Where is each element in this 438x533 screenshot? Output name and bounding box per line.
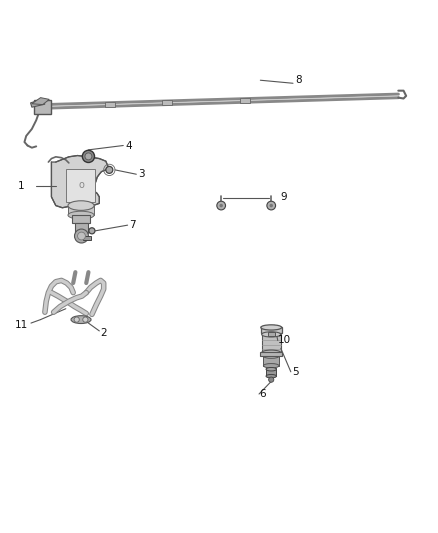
Ellipse shape: [71, 316, 91, 324]
Circle shape: [268, 377, 274, 382]
Polygon shape: [51, 156, 108, 208]
Circle shape: [78, 232, 85, 240]
Bar: [260, 352, 282, 356]
Polygon shape: [72, 215, 90, 223]
Ellipse shape: [266, 375, 276, 378]
Bar: [66, 169, 95, 202]
Text: 11: 11: [14, 320, 28, 330]
Ellipse shape: [261, 350, 281, 356]
Bar: [34, 100, 50, 114]
Circle shape: [217, 201, 226, 210]
Ellipse shape: [68, 201, 94, 211]
Text: 10: 10: [278, 335, 291, 345]
Circle shape: [74, 229, 88, 243]
Bar: [261, 327, 282, 333]
Circle shape: [267, 201, 276, 210]
Bar: [68, 205, 94, 215]
Ellipse shape: [68, 211, 94, 219]
Text: o: o: [78, 180, 84, 190]
Circle shape: [74, 317, 79, 322]
Ellipse shape: [263, 364, 279, 368]
Text: 8: 8: [295, 75, 302, 85]
Circle shape: [83, 317, 88, 322]
Circle shape: [82, 150, 95, 163]
Text: 9: 9: [280, 192, 286, 202]
Polygon shape: [74, 223, 88, 232]
Bar: [83, 236, 91, 240]
Ellipse shape: [263, 354, 279, 358]
Text: 6: 6: [259, 389, 266, 399]
Bar: [263, 356, 279, 366]
Bar: [240, 98, 251, 103]
Circle shape: [89, 228, 95, 234]
Bar: [105, 102, 116, 107]
Text: 5: 5: [292, 367, 299, 377]
Polygon shape: [31, 99, 45, 107]
Circle shape: [269, 204, 273, 207]
Circle shape: [106, 166, 113, 173]
Ellipse shape: [261, 325, 282, 330]
Bar: [261, 334, 281, 353]
Circle shape: [85, 153, 92, 160]
Text: 2: 2: [101, 328, 107, 337]
Text: 1: 1: [18, 181, 25, 191]
Bar: [266, 368, 276, 376]
Text: 3: 3: [138, 169, 145, 179]
Bar: [268, 332, 275, 336]
Ellipse shape: [266, 367, 276, 371]
Bar: [162, 100, 172, 105]
Polygon shape: [32, 98, 49, 104]
Circle shape: [219, 204, 223, 207]
Text: 7: 7: [129, 220, 135, 230]
Text: 4: 4: [125, 141, 131, 150]
Ellipse shape: [261, 332, 281, 337]
